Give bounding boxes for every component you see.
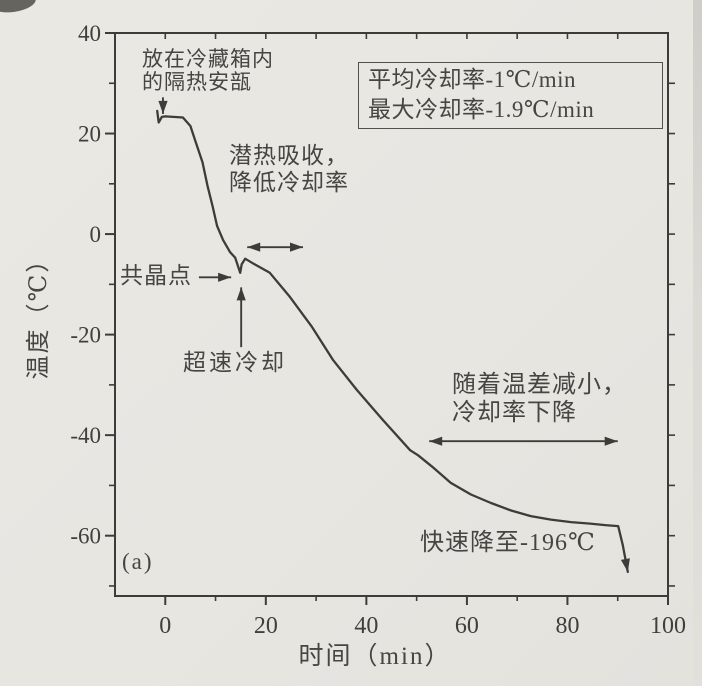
legend-line-max: 最大冷却率-1.9℃/min bbox=[368, 97, 595, 122]
latent-plateau-arrow-head bbox=[290, 242, 303, 252]
x-tick-label: 100 bbox=[650, 613, 686, 639]
panel-label: (a) bbox=[122, 549, 154, 574]
annotation-latent-heat: 潜热吸收， 降低冷却率 bbox=[229, 143, 349, 195]
x-tick-label: 20 bbox=[254, 613, 278, 639]
annotation-eutectic-point: 共晶点 bbox=[120, 263, 192, 288]
scan-artifact-edge bbox=[693, 0, 702, 686]
y-tick-label: -20 bbox=[70, 323, 101, 348]
y-tick-label: 20 bbox=[78, 122, 101, 147]
curve-line bbox=[156, 109, 629, 574]
y-axis-title: 温度（℃） bbox=[26, 246, 52, 380]
curve-end-arrow bbox=[620, 558, 630, 572]
x-tick-label: 80 bbox=[555, 613, 579, 639]
annotation-rapid-cooling: 快速降至-196℃ bbox=[420, 530, 596, 556]
temp-diff-arrow-head bbox=[429, 436, 443, 446]
annotation-supercooling: 超速冷却 bbox=[183, 350, 287, 375]
latent-plateau-arrow-head bbox=[247, 242, 261, 252]
annotation-temp-difference: 随着温差减小， 冷却率下降 bbox=[452, 372, 627, 426]
y-tick-label: 0 bbox=[90, 222, 102, 247]
x-axis-title: 时间（min） bbox=[298, 643, 452, 670]
legend-box: 平均冷却率-1℃/min 最大冷却率-1.9℃/min bbox=[358, 62, 663, 129]
temp-diff-arrow-head bbox=[604, 436, 618, 446]
y-tick-label: -60 bbox=[70, 524, 101, 549]
legend-line-average: 平均冷却率-1℃/min bbox=[368, 67, 577, 92]
supercool-arrow-head bbox=[236, 287, 246, 301]
eutectic-arrow-head bbox=[218, 272, 232, 282]
ampoule-arrow-head bbox=[158, 100, 168, 114]
x-tick-label: 40 bbox=[354, 613, 378, 639]
plot-frame bbox=[114, 32, 669, 597]
annotation-ampoule: 放在冷藏箱内 的隔热安瓿 bbox=[142, 47, 274, 94]
x-tick-label: 0 bbox=[159, 613, 171, 639]
y-tick-label: -40 bbox=[70, 423, 101, 448]
x-tick-label: 60 bbox=[455, 613, 479, 639]
y-tick-label: 40 bbox=[78, 21, 101, 46]
